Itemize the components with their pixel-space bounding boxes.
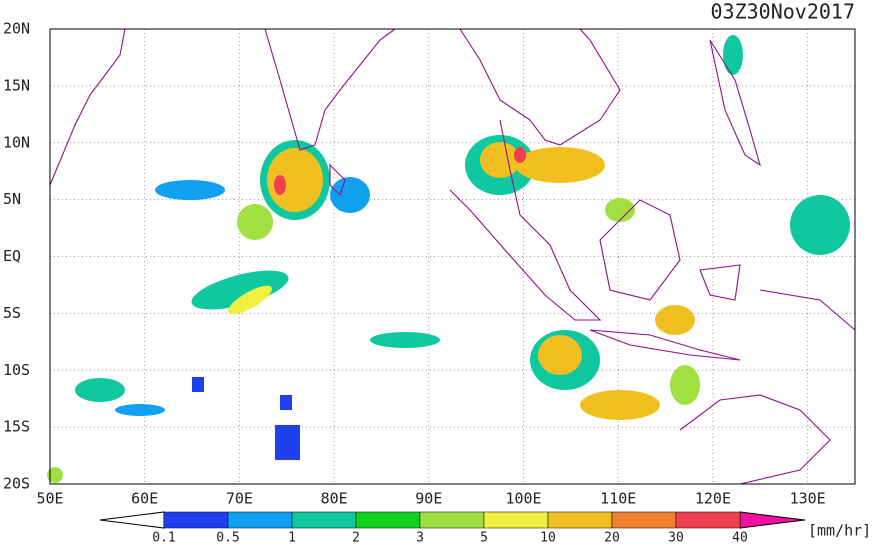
colorbar-segment <box>355 511 421 529</box>
lon-label: 50E <box>36 490 63 508</box>
lat-label: 20N <box>3 20 30 38</box>
colorbar-label: 0.1 <box>152 531 175 545</box>
lon-label: 130E <box>790 490 826 508</box>
lat-label: 15S <box>3 418 30 436</box>
colorbar-segment <box>227 511 293 529</box>
colorbar-segment <box>291 511 357 529</box>
coastlines <box>49 28 856 485</box>
lat-label: 15N <box>3 76 30 94</box>
colorbar-label: 2 <box>352 531 360 545</box>
lat-label: 20S <box>3 475 30 493</box>
lon-label: 90E <box>415 490 442 508</box>
colorbar-label: 5 <box>480 531 488 545</box>
colorbar-label: 40 <box>732 531 748 545</box>
colorbar-label: 1 <box>288 531 296 545</box>
colorbar-low-triangle <box>99 511 165 529</box>
colorbar-segment <box>483 511 549 529</box>
colorbar-label: 3 <box>416 531 424 545</box>
map-frame <box>49 28 856 485</box>
colorbar-segment <box>163 511 229 529</box>
colorbar-high-triangle <box>739 511 806 529</box>
colorbar-label: 20 <box>604 531 620 545</box>
lon-label: 120E <box>695 490 731 508</box>
colorbar-segment <box>675 511 741 529</box>
lat-label: 5N <box>3 190 21 208</box>
rain-areas <box>47 35 850 483</box>
lon-label: 80E <box>321 490 348 508</box>
grid <box>50 29 855 484</box>
lat-label: EQ <box>3 247 21 265</box>
lon-label: 60E <box>131 490 158 508</box>
lat-label: 10N <box>3 133 30 151</box>
colorbar-segment <box>419 511 485 529</box>
lat-label: 5S <box>3 304 21 322</box>
map-title: 03Z30Nov2017 <box>711 0 856 24</box>
colorbar-unit: [mm/hr] <box>808 522 871 540</box>
colorbar-label: 30 <box>668 531 684 545</box>
lon-label: 100E <box>505 490 541 508</box>
colorbar-segment <box>611 511 677 529</box>
lon-label: 70E <box>226 490 253 508</box>
lon-label: 110E <box>600 490 636 508</box>
colorbar: [mm/hr] 0.1 0.5 1 2 3 5 10 20 30 40 <box>99 511 871 546</box>
lat-label: 10S <box>3 361 30 379</box>
colorbar-segment <box>547 511 613 529</box>
colorbar-label: 0.5 <box>216 531 239 545</box>
colorbar-label: 10 <box>540 531 556 545</box>
